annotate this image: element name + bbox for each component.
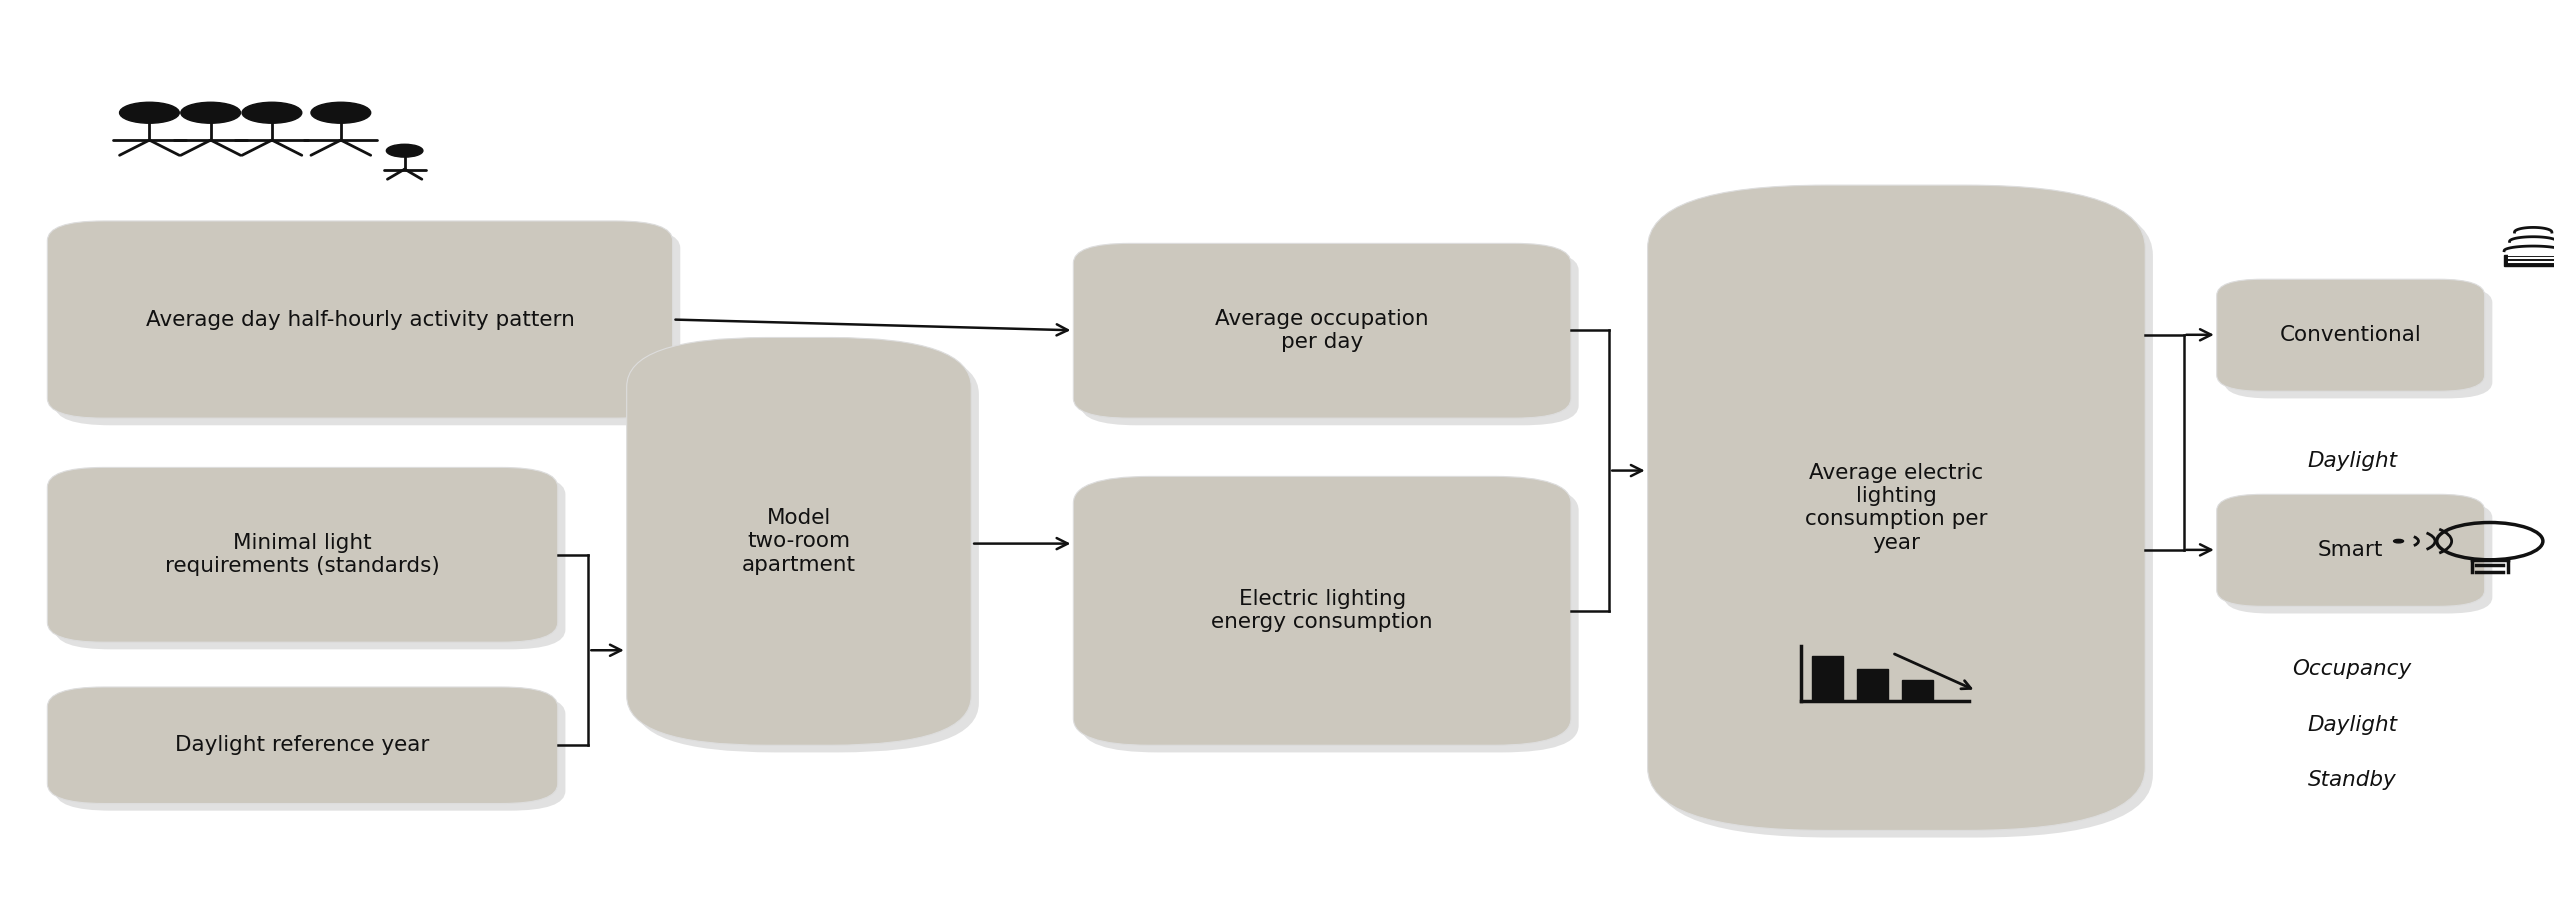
FancyBboxPatch shape (2218, 280, 2483, 391)
Circle shape (2394, 539, 2404, 543)
Circle shape (181, 102, 240, 123)
Circle shape (120, 102, 179, 123)
Text: Average electric
lighting
consumption per
year: Average electric lighting consumption pe… (1806, 463, 1988, 553)
Text: Daylight: Daylight (2307, 451, 2397, 471)
FancyBboxPatch shape (56, 228, 680, 425)
Bar (2504, 254, 2555, 266)
FancyBboxPatch shape (1073, 476, 1571, 745)
Text: Electric lighting
energy consumption: Electric lighting energy consumption (1211, 589, 1433, 632)
FancyBboxPatch shape (56, 475, 565, 649)
FancyBboxPatch shape (49, 221, 672, 418)
Text: Minimal light
requirements (standards): Minimal light requirements (standards) (166, 533, 439, 576)
Bar (1811, 656, 1842, 700)
Text: Model
two-room
apartment: Model two-room apartment (741, 508, 856, 574)
FancyBboxPatch shape (1073, 244, 1571, 418)
Text: Occupancy: Occupancy (2292, 659, 2412, 679)
Text: Standby: Standby (2307, 770, 2397, 790)
Bar (1901, 680, 1932, 700)
FancyBboxPatch shape (626, 337, 971, 745)
FancyBboxPatch shape (1081, 484, 1579, 752)
FancyBboxPatch shape (56, 694, 565, 811)
FancyBboxPatch shape (1648, 185, 2146, 831)
Text: Average day half-hourly activity pattern: Average day half-hourly activity pattern (146, 309, 575, 330)
Text: Smart: Smart (2317, 540, 2384, 560)
Text: Daylight reference year: Daylight reference year (176, 735, 429, 755)
FancyBboxPatch shape (2218, 494, 2483, 606)
FancyBboxPatch shape (1656, 192, 2154, 838)
Bar (1857, 669, 1888, 700)
Text: Conventional: Conventional (2279, 325, 2422, 345)
FancyBboxPatch shape (49, 687, 557, 804)
FancyBboxPatch shape (634, 344, 979, 752)
Text: Average occupation
per day: Average occupation per day (1216, 309, 1428, 352)
Circle shape (386, 144, 424, 157)
Circle shape (312, 102, 370, 123)
FancyBboxPatch shape (49, 467, 557, 642)
FancyBboxPatch shape (2225, 287, 2491, 398)
Circle shape (243, 102, 301, 123)
Text: Daylight: Daylight (2307, 715, 2397, 734)
FancyBboxPatch shape (1081, 251, 1579, 425)
FancyBboxPatch shape (2225, 502, 2491, 613)
